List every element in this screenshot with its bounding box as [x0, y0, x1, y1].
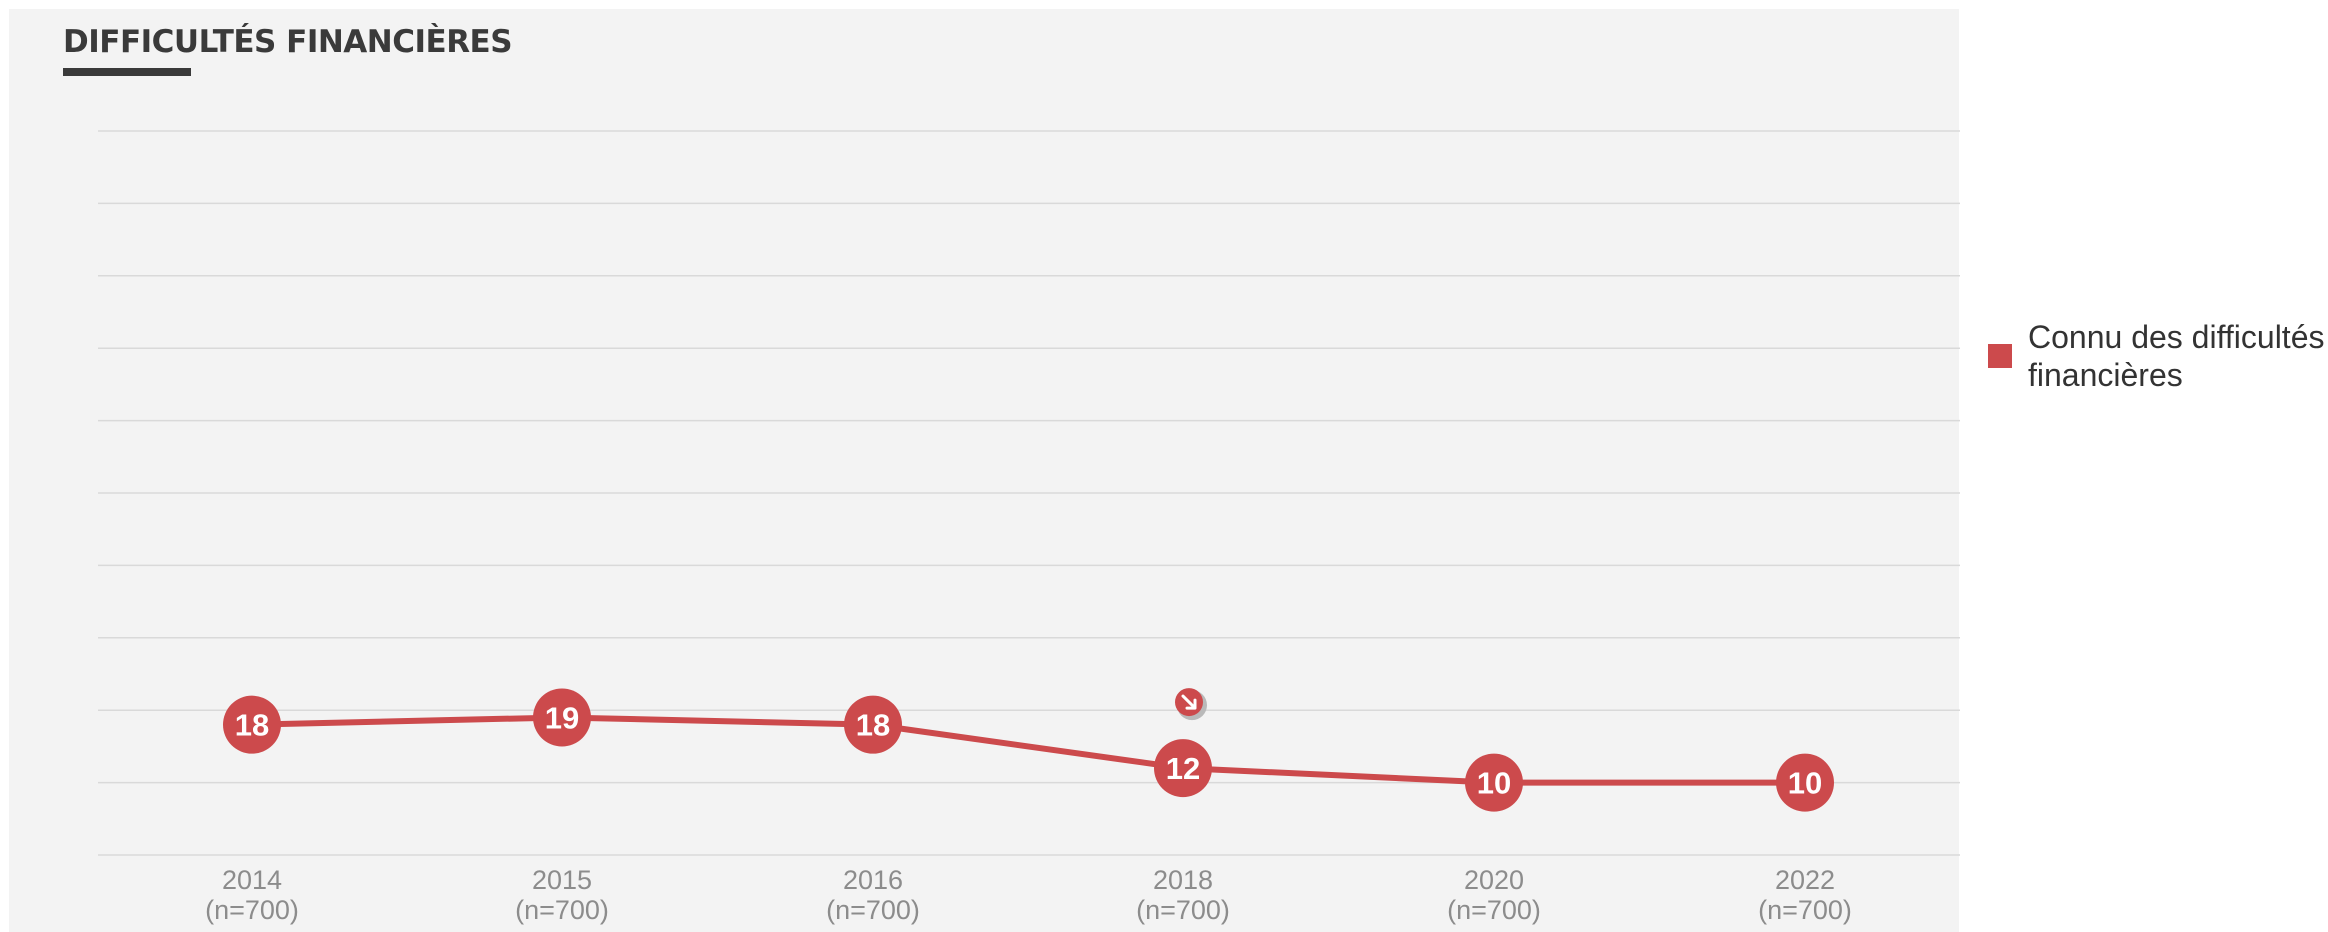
data-label: 19 [545, 700, 579, 735]
x-tick-label: 2016 [843, 865, 903, 895]
legend-label: Connu des difficultés financières [2028, 319, 2325, 393]
data-point-marker [533, 688, 591, 747]
x-tick-sublabel: (n=700) [515, 895, 609, 925]
annotations [1175, 688, 1207, 721]
data-label: 12 [1166, 751, 1200, 786]
legend: Connu des difficultés financières [1988, 318, 2328, 394]
x-axis: 2014(n=700)2015(n=700)2016(n=700)2018(n=… [205, 865, 1852, 925]
x-tick-label: 2015 [532, 865, 592, 895]
chart-panel [9, 9, 1959, 932]
data-label: 18 [856, 708, 890, 743]
x-tick-label: 2018 [1153, 865, 1213, 895]
legend-swatch [1988, 344, 2012, 368]
x-tick-sublabel: (n=700) [1447, 895, 1541, 925]
data-point-marker [1465, 753, 1523, 812]
x-tick-sublabel: (n=700) [826, 895, 920, 925]
x-tick-sublabel: (n=700) [205, 895, 299, 925]
x-tick-label: 2020 [1464, 865, 1524, 895]
title-underline [63, 68, 191, 76]
data-point-marker [223, 695, 281, 754]
data-label: 10 [1477, 766, 1511, 801]
data-label: 18 [235, 708, 269, 743]
chart-title: DIFFICULTÉS FINANCIÈRES [63, 24, 513, 60]
data-point-marker [844, 695, 902, 754]
x-tick-sublabel: (n=700) [1136, 895, 1230, 925]
grid-lines [98, 130, 1960, 856]
x-tick-sublabel: (n=700) [1758, 895, 1852, 925]
series-line [251, 714, 1805, 786]
data-points: 18 19 18 12 10 10 [223, 688, 1834, 812]
x-tick-label: 2014 [222, 865, 282, 895]
data-label: 10 [1788, 766, 1822, 801]
down-right-arrow-icon [1175, 688, 1207, 721]
x-tick-label: 2022 [1775, 865, 1835, 895]
series-line-layer [251, 714, 1805, 786]
data-point-marker [1154, 739, 1212, 798]
data-point-marker [1776, 753, 1834, 812]
